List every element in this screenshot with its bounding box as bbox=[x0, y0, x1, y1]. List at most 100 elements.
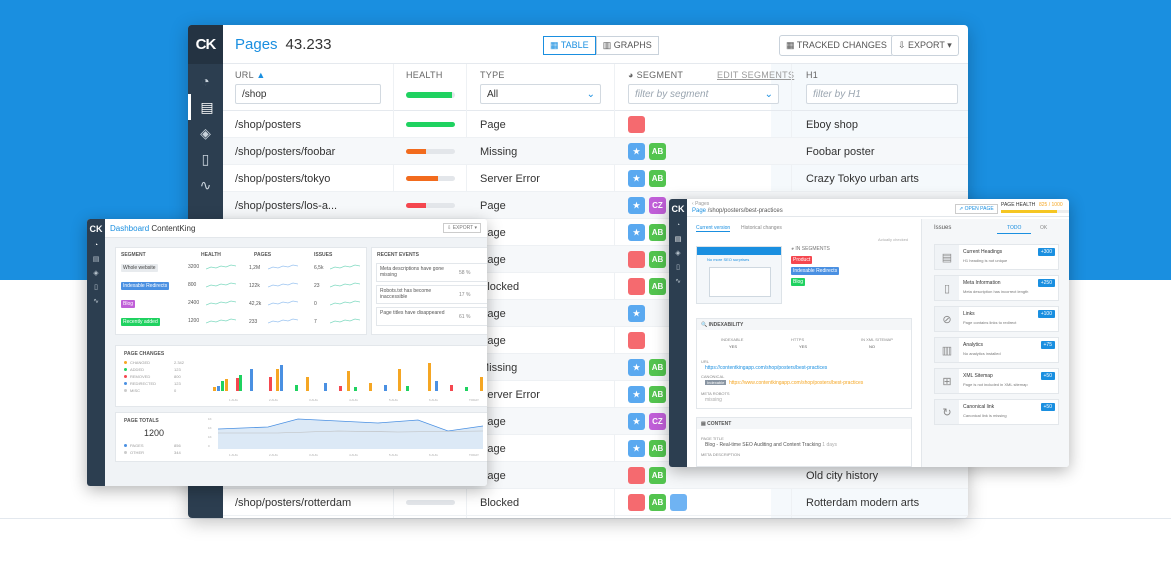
change-bar[interactable] bbox=[239, 375, 243, 391]
change-bar[interactable] bbox=[428, 363, 431, 391]
event-item[interactable]: Meta descriptions have gone missing 58 % bbox=[376, 263, 487, 282]
url-column-header[interactable]: URL ▲ bbox=[235, 70, 266, 80]
issue-item[interactable]: ⊞ XML Sitemap Page is not included in XML … bbox=[934, 368, 1059, 394]
h1-filter-input[interactable]: filter by H1 bbox=[806, 84, 958, 104]
change-bar[interactable] bbox=[398, 369, 402, 391]
event-item[interactable]: Robots.txt has become inaccessible 17 % bbox=[376, 285, 487, 304]
segment-label[interactable]: Blog bbox=[121, 300, 136, 308]
tab-todo[interactable]: TODO bbox=[997, 225, 1032, 234]
edit-segments-link[interactable]: EDIT SEGMENTS bbox=[717, 70, 795, 80]
app-logo[interactable]: CK bbox=[671, 203, 685, 214]
app-logo[interactable]: CK bbox=[188, 25, 223, 64]
issue-item[interactable]: ▯ Meta Information Meta description has in… bbox=[934, 275, 1059, 301]
activity-icon[interactable]: ∿ bbox=[675, 278, 681, 285]
health-filter-slider[interactable] bbox=[406, 92, 455, 98]
document-icon[interactable]: ▯ bbox=[94, 284, 98, 291]
segment-column-header[interactable]: ◕ SEGMENT bbox=[628, 70, 683, 80]
event-item[interactable]: Page titles have disappeared 61 % bbox=[376, 307, 487, 326]
change-bar[interactable] bbox=[450, 385, 454, 391]
open-page-button[interactable]: ⇗ OPEN PAGE bbox=[955, 204, 998, 214]
change-bar[interactable] bbox=[383, 385, 387, 391]
totals-area-chart[interactable] bbox=[218, 417, 483, 449]
legend-dot bbox=[124, 375, 127, 378]
row-url[interactable]: /shop/posters/los-a... bbox=[235, 200, 338, 212]
row-url[interactable]: /shop/posters/tokyo bbox=[235, 173, 331, 185]
table-row[interactable]: /shop/posters/foobar Missing ★ AB Foobar pos… bbox=[223, 138, 968, 165]
segment-label[interactable]: Recently added bbox=[121, 318, 160, 326]
dashboard-icon[interactable]: ◔ bbox=[675, 221, 681, 229]
change-bar[interactable] bbox=[268, 377, 272, 391]
segment-badge bbox=[628, 278, 645, 295]
type-column-header[interactable]: TYPE bbox=[480, 70, 505, 80]
change-bar[interactable] bbox=[220, 381, 224, 391]
type-filter-select[interactable]: All ⌄ bbox=[480, 84, 601, 104]
change-bar[interactable] bbox=[276, 369, 280, 391]
url-filter-input[interactable]: /shop bbox=[235, 84, 381, 104]
segment-tag[interactable]: Product bbox=[791, 256, 813, 264]
export-button[interactable]: ⇩ EXPORT ▾ bbox=[891, 35, 959, 56]
change-bar[interactable] bbox=[250, 369, 254, 391]
issue-item[interactable]: ▥ Analytics No analytics installed +75 bbox=[934, 337, 1059, 363]
pages-icon[interactable]: ▤ bbox=[674, 236, 682, 243]
table-view-button[interactable]: ▦ TABLE bbox=[543, 36, 596, 55]
h1-column-header[interactable]: H1 bbox=[806, 70, 819, 80]
sparkline bbox=[206, 264, 236, 270]
tracked-changes-button[interactable]: ▦ TRACKED CHANGES bbox=[779, 35, 894, 56]
layers-icon[interactable]: ◈ bbox=[93, 270, 99, 277]
change-bar[interactable] bbox=[405, 386, 409, 391]
tab-historical-changes[interactable]: Historical changes bbox=[741, 225, 782, 231]
segment-label[interactable]: Whole website bbox=[121, 264, 158, 272]
segment-filter-select[interactable]: filter by segment ⌄ bbox=[628, 84, 779, 104]
segment-tag[interactable]: Blog bbox=[791, 278, 806, 286]
layers-icon[interactable]: ◈ bbox=[200, 124, 211, 141]
change-bar[interactable] bbox=[368, 383, 372, 391]
change-bar[interactable] bbox=[354, 387, 357, 391]
url-link[interactable]: https://contentkingapp.com/shop/posters/… bbox=[705, 365, 828, 371]
segment-label[interactable]: Indexable Redirects bbox=[121, 282, 170, 290]
change-bar[interactable] bbox=[324, 383, 328, 391]
change-bar[interactable] bbox=[235, 378, 239, 391]
issue-item[interactable]: ⊘ Links Page contains links to redirect +10… bbox=[934, 306, 1059, 332]
change-bar[interactable] bbox=[465, 387, 468, 391]
table-row[interactable]: /shop/posters Page Eboy shop bbox=[223, 111, 968, 138]
change-bar[interactable] bbox=[339, 386, 343, 391]
document-icon[interactable]: ▯ bbox=[676, 264, 680, 271]
row-url[interactable]: /shop/posters/rotterdam bbox=[235, 497, 352, 509]
issue-item[interactable]: ↻ Canonical link Canonical link is missing… bbox=[934, 399, 1059, 425]
row-url[interactable]: /shop/posters bbox=[235, 119, 302, 131]
pages-icon[interactable]: ▤ bbox=[188, 94, 223, 120]
document-icon[interactable]: ▯ bbox=[201, 150, 210, 167]
change-bar[interactable] bbox=[217, 386, 221, 391]
health-score: 825 / 1000 bbox=[1039, 202, 1063, 208]
graphs-view-button[interactable]: ▥ GRAPHS bbox=[595, 36, 659, 55]
segment-tag[interactable]: Indexable Redirects bbox=[791, 267, 840, 275]
change-bar[interactable] bbox=[294, 385, 298, 391]
change-bar[interactable] bbox=[305, 377, 309, 391]
table-row[interactable]: /shop/posters/rotterdam Blocked AB Rotterda… bbox=[223, 489, 968, 516]
dashboard-body: Dashboard ContentKing ⇩ EXPORT ▾ SEGMENT… bbox=[105, 219, 487, 486]
change-bar[interactable] bbox=[479, 377, 483, 391]
canonical-link[interactable]: https://www.contentkingapp.com/shop/post… bbox=[729, 380, 864, 386]
tab-current-version[interactable]: Current version bbox=[696, 225, 731, 232]
change-bar[interactable] bbox=[224, 379, 228, 391]
change-bar[interactable] bbox=[213, 387, 217, 391]
dashboard-icon[interactable]: ◔ bbox=[201, 73, 210, 89]
segment-health: 1200 bbox=[188, 318, 200, 324]
dashboard-icon[interactable]: ◔ bbox=[93, 241, 99, 249]
activity-icon[interactable]: ∿ bbox=[93, 298, 99, 305]
row-url[interactable]: /shop/posters/foobar bbox=[235, 146, 336, 158]
change-bar[interactable] bbox=[435, 381, 439, 391]
change-bar[interactable] bbox=[280, 365, 283, 391]
app-logo[interactable]: CK bbox=[89, 223, 103, 234]
layers-icon[interactable]: ◈ bbox=[675, 250, 681, 257]
issue-item[interactable]: ▤ Current Headings H1 heading is not uniqu… bbox=[934, 244, 1059, 270]
health-column-header[interactable]: HEALTH bbox=[406, 70, 443, 80]
breadcrumb-dashboard[interactable]: Dashboard bbox=[110, 223, 150, 233]
table-row[interactable]: /shop/posters/tokyo Server Error ★ AB Crazy … bbox=[223, 165, 968, 192]
breadcrumb-pages[interactable]: ‹ Pages bbox=[692, 201, 710, 207]
export-button[interactable]: ⇩ EXPORT ▾ bbox=[443, 223, 481, 233]
change-bar[interactable] bbox=[346, 371, 350, 391]
tab-ok[interactable]: OK bbox=[1040, 225, 1048, 231]
activity-icon[interactable]: ∿ bbox=[199, 176, 212, 193]
pages-icon[interactable]: ▤ bbox=[92, 256, 100, 263]
